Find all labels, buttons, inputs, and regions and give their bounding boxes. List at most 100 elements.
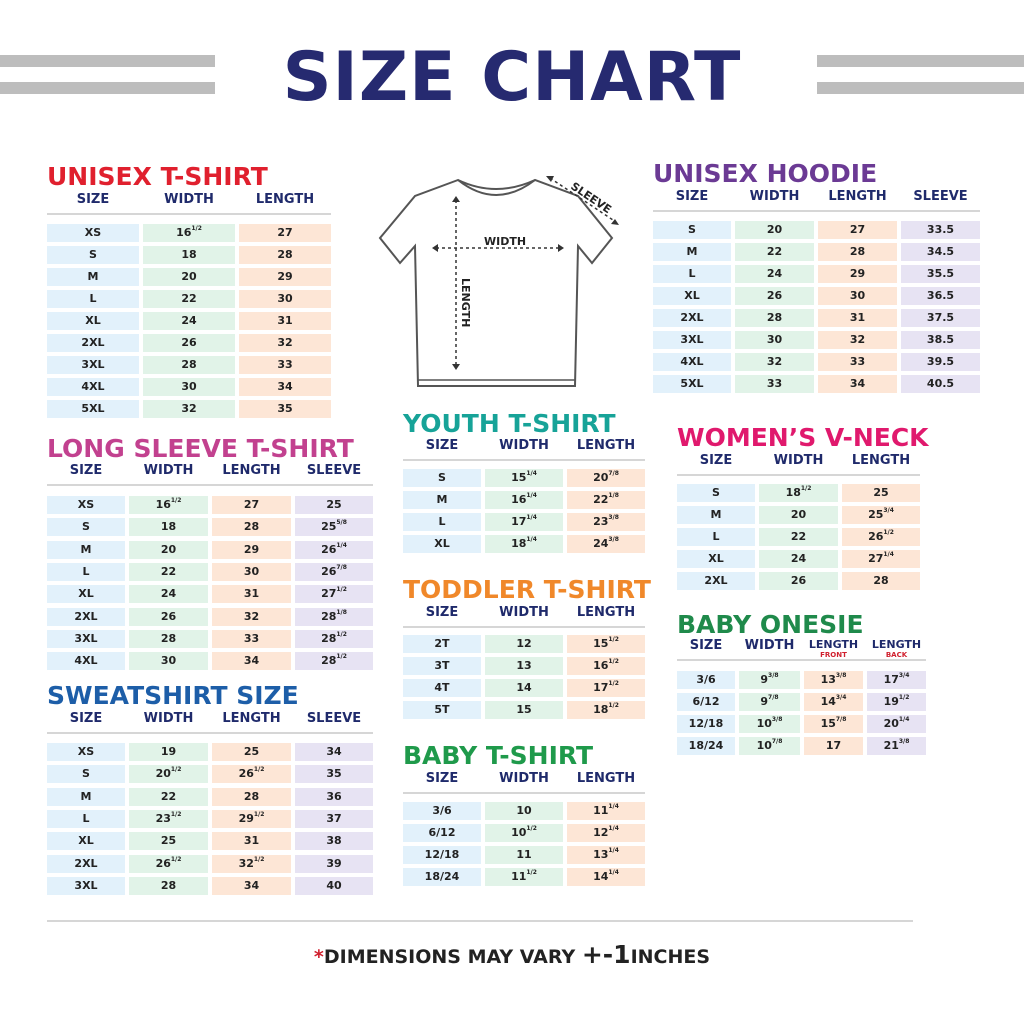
column-header: SIZE — [69, 711, 103, 726]
cell-fraction: 1/2 — [608, 680, 619, 687]
cell-whole: 15 — [820, 717, 836, 730]
table-cell: 151/4 — [485, 469, 563, 487]
table-cell: 17 — [804, 737, 863, 755]
table-cell: 4XL — [653, 353, 731, 371]
table-cell: 281/2 — [295, 652, 373, 671]
table-cell: 28 — [143, 356, 235, 374]
cell-fraction: 3/4 — [835, 694, 847, 701]
table-cell: 3XL — [47, 876, 125, 895]
table-cell: 39.5 — [901, 353, 980, 371]
cell-fraction: 1/2 — [253, 855, 265, 863]
table-cell: L — [47, 290, 139, 308]
diagram-label: WIDTH — [484, 235, 526, 248]
table-cell: 24 — [735, 265, 814, 283]
cell-whole: 32 — [238, 856, 254, 870]
table-cell: 107/8 — [739, 737, 800, 755]
table-cell: 35 — [295, 765, 373, 784]
cell-fraction: 1/2 — [608, 636, 619, 643]
table-cell: 34 — [212, 652, 291, 671]
cell-whole: 26 — [238, 767, 254, 781]
table-cell: 22 — [143, 290, 235, 308]
cell-fraction: 3/8 — [608, 514, 619, 521]
table-cell: 24 — [129, 585, 208, 604]
table-cell: 28 — [239, 246, 331, 264]
cell-fraction: 1/2 — [608, 658, 619, 665]
table-cell: 2XL — [653, 309, 731, 327]
cell-fraction: 7/8 — [771, 738, 783, 745]
table-cell: 30 — [239, 290, 331, 308]
cell-whole: 28 — [321, 631, 337, 645]
table-cell: 34 — [295, 743, 373, 761]
table-cell: 261/2 — [842, 528, 920, 546]
cell-fraction: 7/8 — [608, 470, 619, 477]
table-cell: 4XL — [47, 652, 125, 671]
stripe — [0, 55, 215, 67]
cell-fraction: 1/4 — [526, 514, 537, 521]
cell-fraction: 1/2 — [883, 529, 894, 536]
table-cell: XL — [47, 312, 139, 330]
table-cell: 12 — [485, 635, 563, 653]
cell-whole: 28 — [321, 654, 337, 668]
table-cell: 221/8 — [567, 491, 645, 509]
table-cell: 31 — [212, 585, 291, 604]
cell-whole: 11 — [593, 804, 609, 817]
table-cell: 38 — [295, 832, 373, 851]
table-cell: 18/24 — [403, 868, 481, 886]
cell-whole: 15 — [593, 637, 609, 650]
table-cell: 12/18 — [403, 846, 481, 864]
cell-whole: 18 — [511, 537, 527, 550]
cell-fraction: 1/2 — [336, 653, 347, 661]
column-header: WIDTH — [164, 192, 214, 207]
table-cell: XL — [403, 535, 481, 553]
header-rule — [677, 474, 920, 476]
cell-fraction: 1/2 — [898, 694, 910, 701]
table-cell: S — [47, 246, 139, 264]
table-title: UNISEX T-SHIRT — [47, 162, 268, 191]
cell-whole: 16 — [176, 226, 192, 239]
table-cell: 38.5 — [901, 331, 980, 349]
table-cell: 111/4 — [567, 802, 645, 820]
table-cell: 133/8 — [804, 671, 863, 689]
cell-whole: 14 — [593, 870, 609, 883]
cell-whole: 16 — [511, 493, 527, 506]
cell-whole: 20 — [593, 471, 609, 484]
column-header: LENGTH — [222, 711, 281, 726]
cell-whole: 9 — [760, 695, 769, 708]
table-cell: 271/4 — [842, 550, 920, 568]
table-cell: 32 — [735, 353, 814, 371]
column-header: SIZE — [69, 463, 103, 478]
table-cell: 151/2 — [567, 635, 645, 653]
column-header: WIDTH — [773, 453, 824, 468]
tshirt-diagram: WIDTH LENGTH SLEEVE — [378, 176, 619, 387]
table-title: UNISEX HOODIE — [653, 159, 878, 188]
table-cell: 22 — [129, 562, 208, 581]
table-cell: 11 — [485, 846, 563, 864]
table-cell: 12/18 — [677, 715, 735, 733]
table-cell: 181/4 — [485, 535, 563, 553]
table-cell: 33 — [818, 353, 897, 371]
cell-whole: 26 — [868, 530, 884, 543]
cell-fraction: 1/2 — [800, 485, 812, 492]
column-header: LENGTH — [576, 605, 636, 620]
table-cell: 121/4 — [567, 824, 645, 842]
table-cell: 141/4 — [567, 868, 645, 886]
table-cell: L — [47, 809, 125, 828]
table-cell: 207/8 — [567, 469, 645, 487]
table-cell: 35.5 — [901, 265, 980, 283]
table-cell: 4XL — [47, 378, 139, 396]
column-header: WIDTH — [749, 189, 800, 204]
cell-fraction: 1/2 — [336, 630, 347, 638]
cell-whole: 23 — [593, 515, 609, 528]
table-cell: 267/8 — [295, 562, 373, 581]
table-cell: 10 — [485, 802, 563, 820]
cell-fraction: 1/4 — [526, 492, 537, 499]
cell-fraction: 1/4 — [608, 825, 619, 832]
footer: *DIMENSIONS MAY VARY +-1INCHES — [0, 940, 1024, 969]
table-cell: 29 — [239, 268, 331, 286]
table-cell: L — [677, 528, 755, 546]
table-cell: XL — [653, 287, 731, 305]
header-rule — [677, 659, 926, 661]
table-cell: 3XL — [47, 629, 125, 648]
cell-whole: 16 — [155, 498, 171, 511]
table-cell: 31 — [212, 832, 291, 851]
